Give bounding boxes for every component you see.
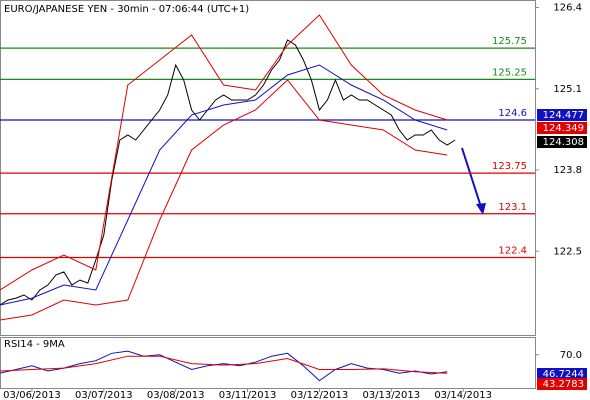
x-tick-label: 03/06/2013	[3, 390, 61, 400]
series-line	[0, 64, 448, 306]
last-value-box	[537, 109, 587, 121]
x-tick-label: 03/14/2013	[434, 390, 492, 400]
y-tick-label: 126.4	[553, 3, 582, 14]
forecast-arrow	[461, 147, 486, 215]
level-label: 123.75	[492, 161, 527, 172]
series-line	[0, 79, 448, 321]
last-value-label: 124.477	[543, 110, 584, 121]
series-line	[0, 14, 448, 291]
rsi-title: RSI14 - 9MA	[4, 339, 65, 350]
level-label: 125.75	[492, 36, 527, 47]
y-tick-label: 125.1	[553, 84, 582, 95]
chart-title: EURO/JAPANESE YEN - 30min - 07:06:44 (UT…	[4, 4, 249, 15]
y-tick-label: 123.8	[553, 165, 582, 176]
x-tick-label: 03/12/2013	[291, 390, 349, 400]
series-line	[0, 355, 448, 374]
last-value-label: 43.2783	[543, 379, 584, 390]
arrow-shaft	[461, 147, 482, 208]
level-label: 125.25	[492, 67, 527, 78]
series-line	[0, 39, 456, 306]
last-value-label: 46.7244	[543, 369, 584, 380]
last-value-label: 124.349	[543, 123, 584, 134]
level-label: 124.6	[498, 108, 527, 119]
last-value-label: 124.308	[543, 137, 584, 148]
y-tick-label: 122.5	[553, 246, 582, 257]
x-tick-label: 03/11/2013	[219, 390, 277, 400]
last-value-box	[537, 378, 587, 390]
last-value-box	[537, 368, 587, 380]
price-panel	[0, 0, 536, 336]
arrow-head	[476, 203, 486, 215]
x-tick-label: 03/07/2013	[75, 390, 133, 400]
last-value-box	[537, 136, 587, 148]
y-tick-label: 70.0	[560, 350, 582, 361]
x-tick-label: 03/13/2013	[362, 390, 420, 400]
x-tick-label: 03/08/2013	[147, 390, 205, 400]
rsi-panel	[0, 337, 536, 389]
last-value-box	[537, 122, 587, 134]
level-label: 123.1	[498, 202, 527, 213]
level-label: 122.4	[498, 246, 527, 257]
